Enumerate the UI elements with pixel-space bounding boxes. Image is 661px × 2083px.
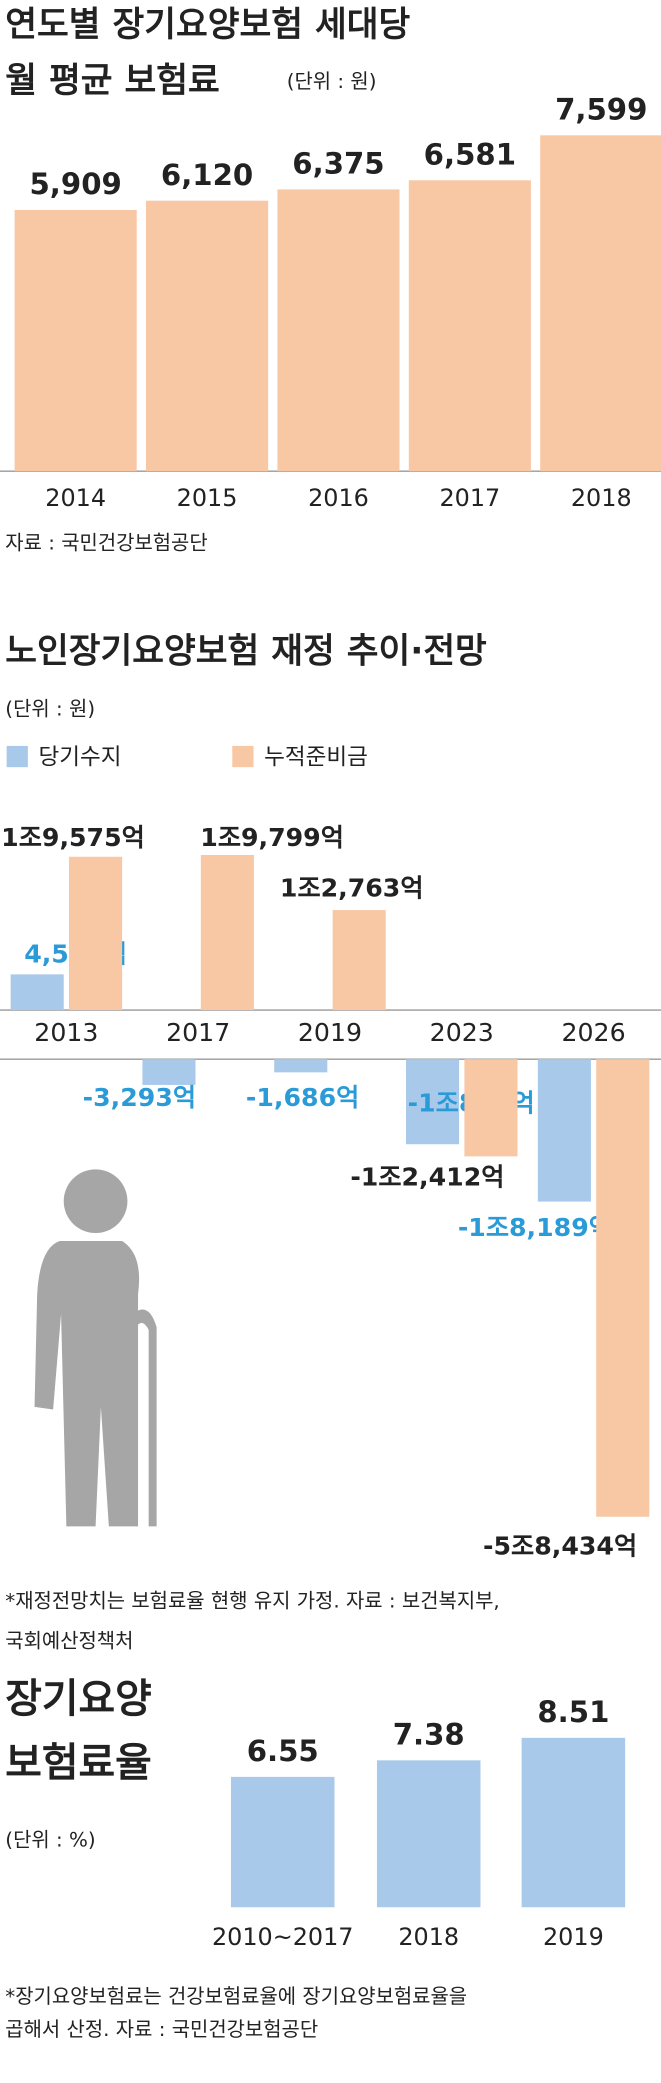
bar	[230, 1776, 335, 1908]
bar	[200, 855, 254, 1011]
value-label: 7.38	[393, 1717, 465, 1751]
value-label: 6,375	[292, 147, 384, 181]
chart-title: 월 평균 보험료	[5, 61, 219, 101]
legend-label: 당기수지	[39, 744, 122, 770]
value-label: 1조2,763억	[280, 873, 424, 902]
bar	[540, 135, 661, 472]
value-label: -3,293억	[83, 1083, 196, 1112]
x-tick-label: 2019	[298, 1018, 362, 1047]
bar	[277, 189, 400, 472]
x-tick-label: 2023	[430, 1018, 494, 1047]
chart-title: 장기요양	[5, 1676, 151, 1722]
note: *장기요양보험료는 건강보험료율에 장기요양보험료율을	[5, 1985, 467, 2008]
bar	[406, 1059, 460, 1145]
chart-title: 연도별 장기요양보험 세대당	[5, 5, 410, 45]
bar	[596, 1059, 650, 1517]
bar	[537, 1059, 591, 1202]
value-label: 8.51	[537, 1695, 609, 1729]
value-label: 1조9,575억	[1, 823, 145, 852]
value-label: 6,581	[424, 137, 516, 171]
x-tick-label: 2026	[561, 1018, 625, 1047]
value-label: -1조8,189억	[458, 1213, 612, 1242]
bar	[521, 1737, 626, 1908]
x-tick-label: 2016	[308, 484, 369, 512]
note: 국회예산정책처	[5, 1629, 133, 1652]
bar	[10, 974, 64, 1011]
unit: (단위 : 원)	[287, 70, 377, 93]
bar	[408, 180, 531, 472]
value-label: 6.55	[247, 1734, 319, 1768]
x-tick-label: 2014	[45, 484, 106, 512]
value-label: 5,909	[30, 167, 122, 201]
value-label: 6,120	[161, 158, 253, 192]
bar	[69, 856, 123, 1011]
unit: (단위 : 원)	[5, 698, 95, 721]
chart-title: 보험료율	[5, 1740, 151, 1786]
chart-title: 노인장기요양보험 재정 추이·전망	[5, 632, 487, 672]
value-label: -1,686억	[246, 1083, 359, 1112]
legend-swatch	[6, 745, 28, 768]
x-tick-label: 2018	[571, 484, 632, 512]
legend-label: 누적준비금	[264, 744, 368, 770]
bar	[14, 210, 137, 472]
elderly-icon	[34, 1169, 157, 1527]
value-label: -5조8,434억	[483, 1532, 637, 1561]
bar	[274, 1059, 328, 1073]
value-label: -1조2,412억	[350, 1163, 504, 1192]
value-label: 7,599	[555, 92, 647, 126]
x-tick-label: 2017	[439, 484, 500, 512]
source: 자료 : 국민건강보험공단	[5, 532, 207, 555]
bar	[464, 1059, 518, 1157]
x-tick-label: 2013	[34, 1018, 98, 1047]
x-tick-label: 2015	[177, 484, 238, 512]
x-tick-label: 2017	[166, 1018, 230, 1047]
x-tick-label: 2018	[398, 1923, 459, 1951]
note: 곱해서 산정. 자료 : 국민건강보험공단	[5, 2018, 318, 2041]
bar	[146, 200, 269, 472]
legend-swatch	[232, 745, 254, 768]
note: *재정전망치는 보험료율 현행 유지 가정. 자료 : 보건복지부,	[5, 1590, 499, 1613]
bar	[332, 910, 386, 1011]
bar	[142, 1059, 196, 1085]
x-tick-label: 2019	[543, 1923, 604, 1951]
value-label: 1조9,799억	[200, 823, 344, 852]
bar	[376, 1760, 481, 1908]
x-tick-label: 2010~2017	[212, 1923, 354, 1951]
unit: (단위 : %)	[5, 1828, 95, 1851]
